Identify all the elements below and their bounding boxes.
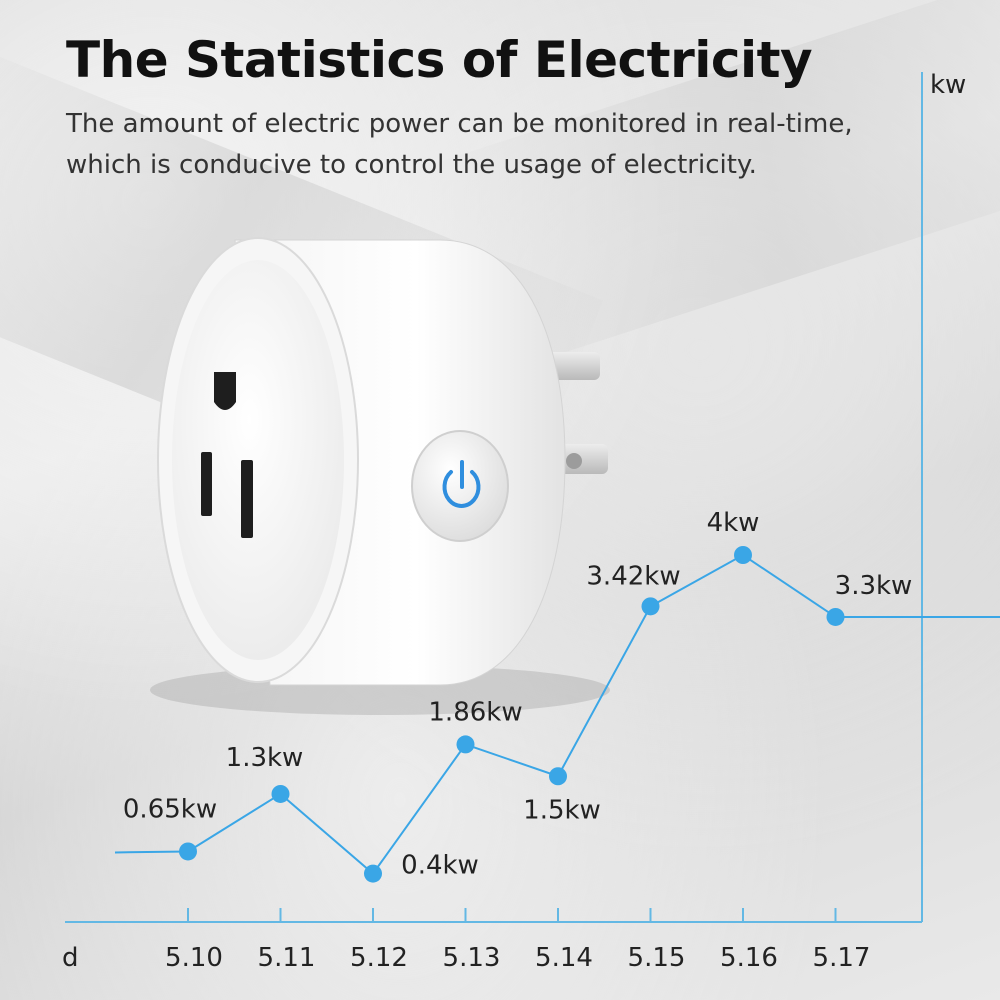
series-line-lead (114, 850, 189, 854)
x-tick-label: 5.17 (813, 943, 871, 973)
data-label: 1.5kw (523, 795, 601, 825)
data-point (641, 597, 660, 616)
data-label: 1.3kw (226, 743, 304, 773)
data-label: 0.4kw (401, 851, 479, 881)
data-point (456, 735, 475, 754)
x-tick-label: 5.15 (628, 943, 686, 973)
power-icon (442, 460, 481, 508)
data-label: 1.86kw (428, 697, 522, 727)
y-axis-label: kw (930, 70, 966, 100)
plug-prong (545, 352, 600, 380)
page-subtitle: The amount of electric power can be moni… (66, 104, 906, 186)
plug-face (172, 260, 344, 660)
data-point (271, 784, 290, 803)
data-label: 3.42kw (586, 561, 680, 591)
series-line (187, 553, 837, 876)
data-point (364, 864, 382, 883)
x-tick-label: 5.16 (720, 943, 778, 973)
socket-slot (201, 452, 212, 516)
header: The Statistics of Electricity The amount… (66, 28, 906, 186)
data-point (734, 546, 752, 564)
x-tick-label: 5.12 (350, 943, 408, 973)
data-label: 3.3kw (835, 571, 913, 601)
x-tick-label: 5.11 (258, 943, 316, 973)
x-axis-label: d (62, 943, 79, 973)
data-label: 4kw (707, 508, 760, 538)
socket-slot (241, 460, 253, 538)
data-label: 0.65kw (123, 794, 217, 824)
x-tick-label: 5.14 (535, 943, 593, 973)
data-point (826, 607, 845, 626)
plug-prong-hole (566, 453, 582, 469)
page-title: The Statistics of Electricity (66, 31, 813, 89)
ground-hole (214, 372, 236, 410)
subtitle-line-1: The amount of electric power can be moni… (66, 109, 853, 139)
data-point (179, 842, 197, 861)
x-tick-label: 5.10 (165, 943, 223, 973)
subtitle-line-2: which is conducive to control the usage … (66, 150, 757, 180)
x-tick-label: 5.13 (443, 943, 501, 973)
data-point (549, 767, 567, 786)
